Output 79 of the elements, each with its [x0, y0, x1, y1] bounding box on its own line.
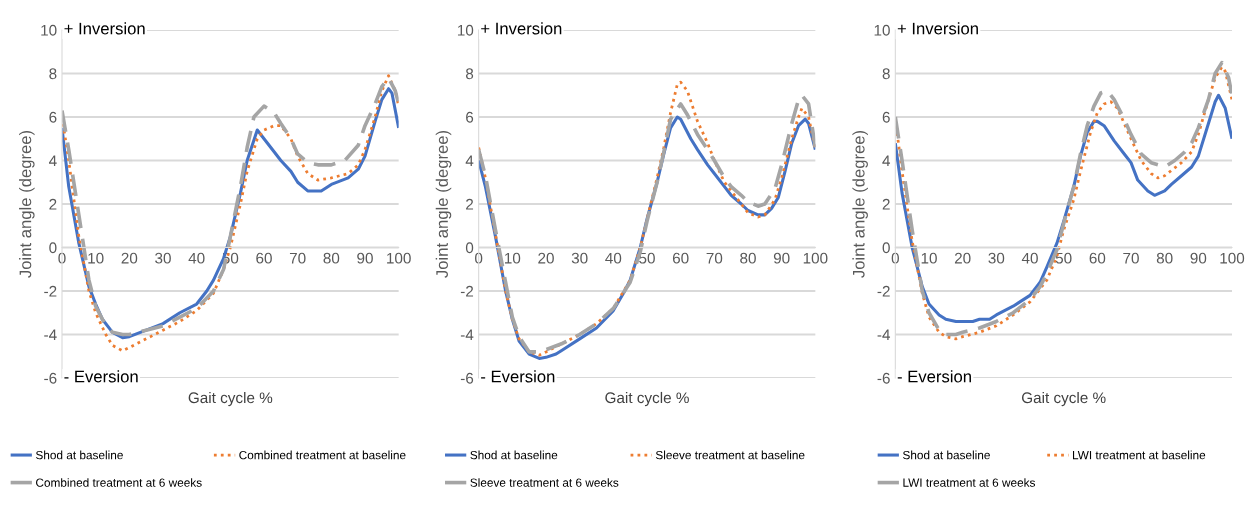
x-tick-label: 40 — [188, 252, 205, 264]
x-axis-title: Gait cycle % — [188, 391, 273, 407]
y-tick-label: 0 — [465, 242, 474, 254]
y-tick-label: -4 — [877, 329, 891, 341]
x-tick-label: 60 — [672, 252, 689, 264]
x-tick-label: 10 — [921, 252, 937, 264]
annotation: - Eversion — [64, 370, 138, 383]
x-tick-label: 70 — [1123, 252, 1139, 264]
x-tick-label: 80 — [740, 252, 756, 264]
legend-label: LWI treatment at baseline — [1073, 450, 1206, 460]
x-axis-title: Gait cycle % — [605, 391, 689, 407]
y-tick-label: -4 — [44, 329, 57, 341]
legend-label: Shod at baseline — [35, 450, 123, 460]
y-tick-label: 2 — [882, 198, 890, 210]
y-tick-label: -2 — [44, 285, 57, 297]
annotation: + Inversion — [481, 22, 562, 35]
y-tick-label: 6 — [49, 111, 57, 123]
y-tick-label: -6 — [44, 372, 57, 384]
x-tick-label: 0 — [58, 252, 66, 264]
x-tick-label: 30 — [571, 252, 588, 264]
x-tick-label: 90 — [357, 252, 373, 264]
legend-label: Sleeve treatment at 6 weeks — [470, 478, 619, 487]
x-tick-label: 70 — [289, 252, 306, 264]
y-axis-title: Joint angle (degree) — [852, 130, 868, 278]
x-tick-label: 40 — [1021, 252, 1038, 264]
annotation: + Inversion — [64, 22, 145, 35]
x-tick-label: 30 — [155, 252, 171, 264]
y-tick-label: 8 — [49, 68, 57, 80]
legend-label: Sleeve treatment at baseline — [655, 450, 805, 460]
x-tick-label: 10 — [88, 252, 104, 264]
y-tick-label: 10 — [457, 24, 474, 36]
legend-label: Shod at baseline — [903, 450, 990, 460]
y-tick-label: 0 — [49, 242, 57, 254]
y-tick-label: -2 — [460, 285, 474, 297]
x-tick-label: 10 — [505, 252, 521, 264]
y-axis-title: Joint angle (degree) — [19, 130, 35, 278]
y-tick-label: 0 — [882, 242, 890, 254]
x-tick-label: 20 — [954, 252, 971, 264]
x-tick-label: 20 — [538, 252, 554, 264]
x-tick-label: 80 — [323, 252, 340, 264]
legend-label: Combined treatment at 6 weeks — [36, 478, 202, 487]
y-tick-label: 10 — [41, 24, 57, 36]
y-tick-label: 8 — [465, 68, 474, 80]
annotation: - Eversion — [897, 370, 971, 383]
x-tick-label: 100 — [387, 252, 411, 264]
x-tick-label: 40 — [605, 252, 622, 264]
x-tick-label: 100 — [1220, 252, 1245, 264]
x-axis-title: Gait cycle % — [1021, 391, 1106, 407]
y-tick-label: 2 — [466, 198, 474, 210]
y-axis-title: Joint angle (degree) — [435, 130, 452, 278]
y-tick-label: 8 — [882, 68, 890, 80]
x-tick-label: 90 — [1190, 252, 1207, 264]
y-tick-label: -6 — [877, 372, 890, 384]
x-tick-label: 60 — [1089, 252, 1106, 264]
y-tick-label: 4 — [882, 155, 891, 167]
legend-label: Combined treatment at baseline — [239, 450, 406, 460]
y-tick-label: -4 — [460, 329, 474, 341]
y-tick-label: 6 — [466, 111, 474, 123]
x-tick-label: 0 — [475, 252, 483, 264]
x-tick-label: 30 — [988, 252, 1005, 264]
y-tick-label: -6 — [460, 372, 474, 384]
x-tick-label: 20 — [121, 252, 138, 264]
x-tick-label: 60 — [256, 252, 272, 264]
y-tick-label: 6 — [882, 111, 890, 123]
y-tick-label: -2 — [877, 285, 890, 297]
x-tick-label: 70 — [706, 252, 723, 264]
x-tick-label: 90 — [773, 252, 790, 264]
legend-label: LWI treatment at 6 weeks — [903, 478, 1036, 487]
y-tick-label: 10 — [874, 24, 890, 36]
y-tick-label: 2 — [49, 198, 57, 210]
x-tick-label: 50 — [639, 252, 655, 264]
x-tick-label: 80 — [1156, 252, 1173, 264]
annotation: + Inversion — [897, 22, 978, 35]
x-tick-label: 0 — [891, 252, 899, 264]
legend-label: Shod at baseline — [470, 450, 558, 460]
x-tick-label: 100 — [803, 252, 828, 264]
annotation: - Eversion — [481, 370, 555, 383]
y-tick-label: 4 — [48, 155, 57, 167]
y-tick-label: 4 — [465, 155, 474, 167]
